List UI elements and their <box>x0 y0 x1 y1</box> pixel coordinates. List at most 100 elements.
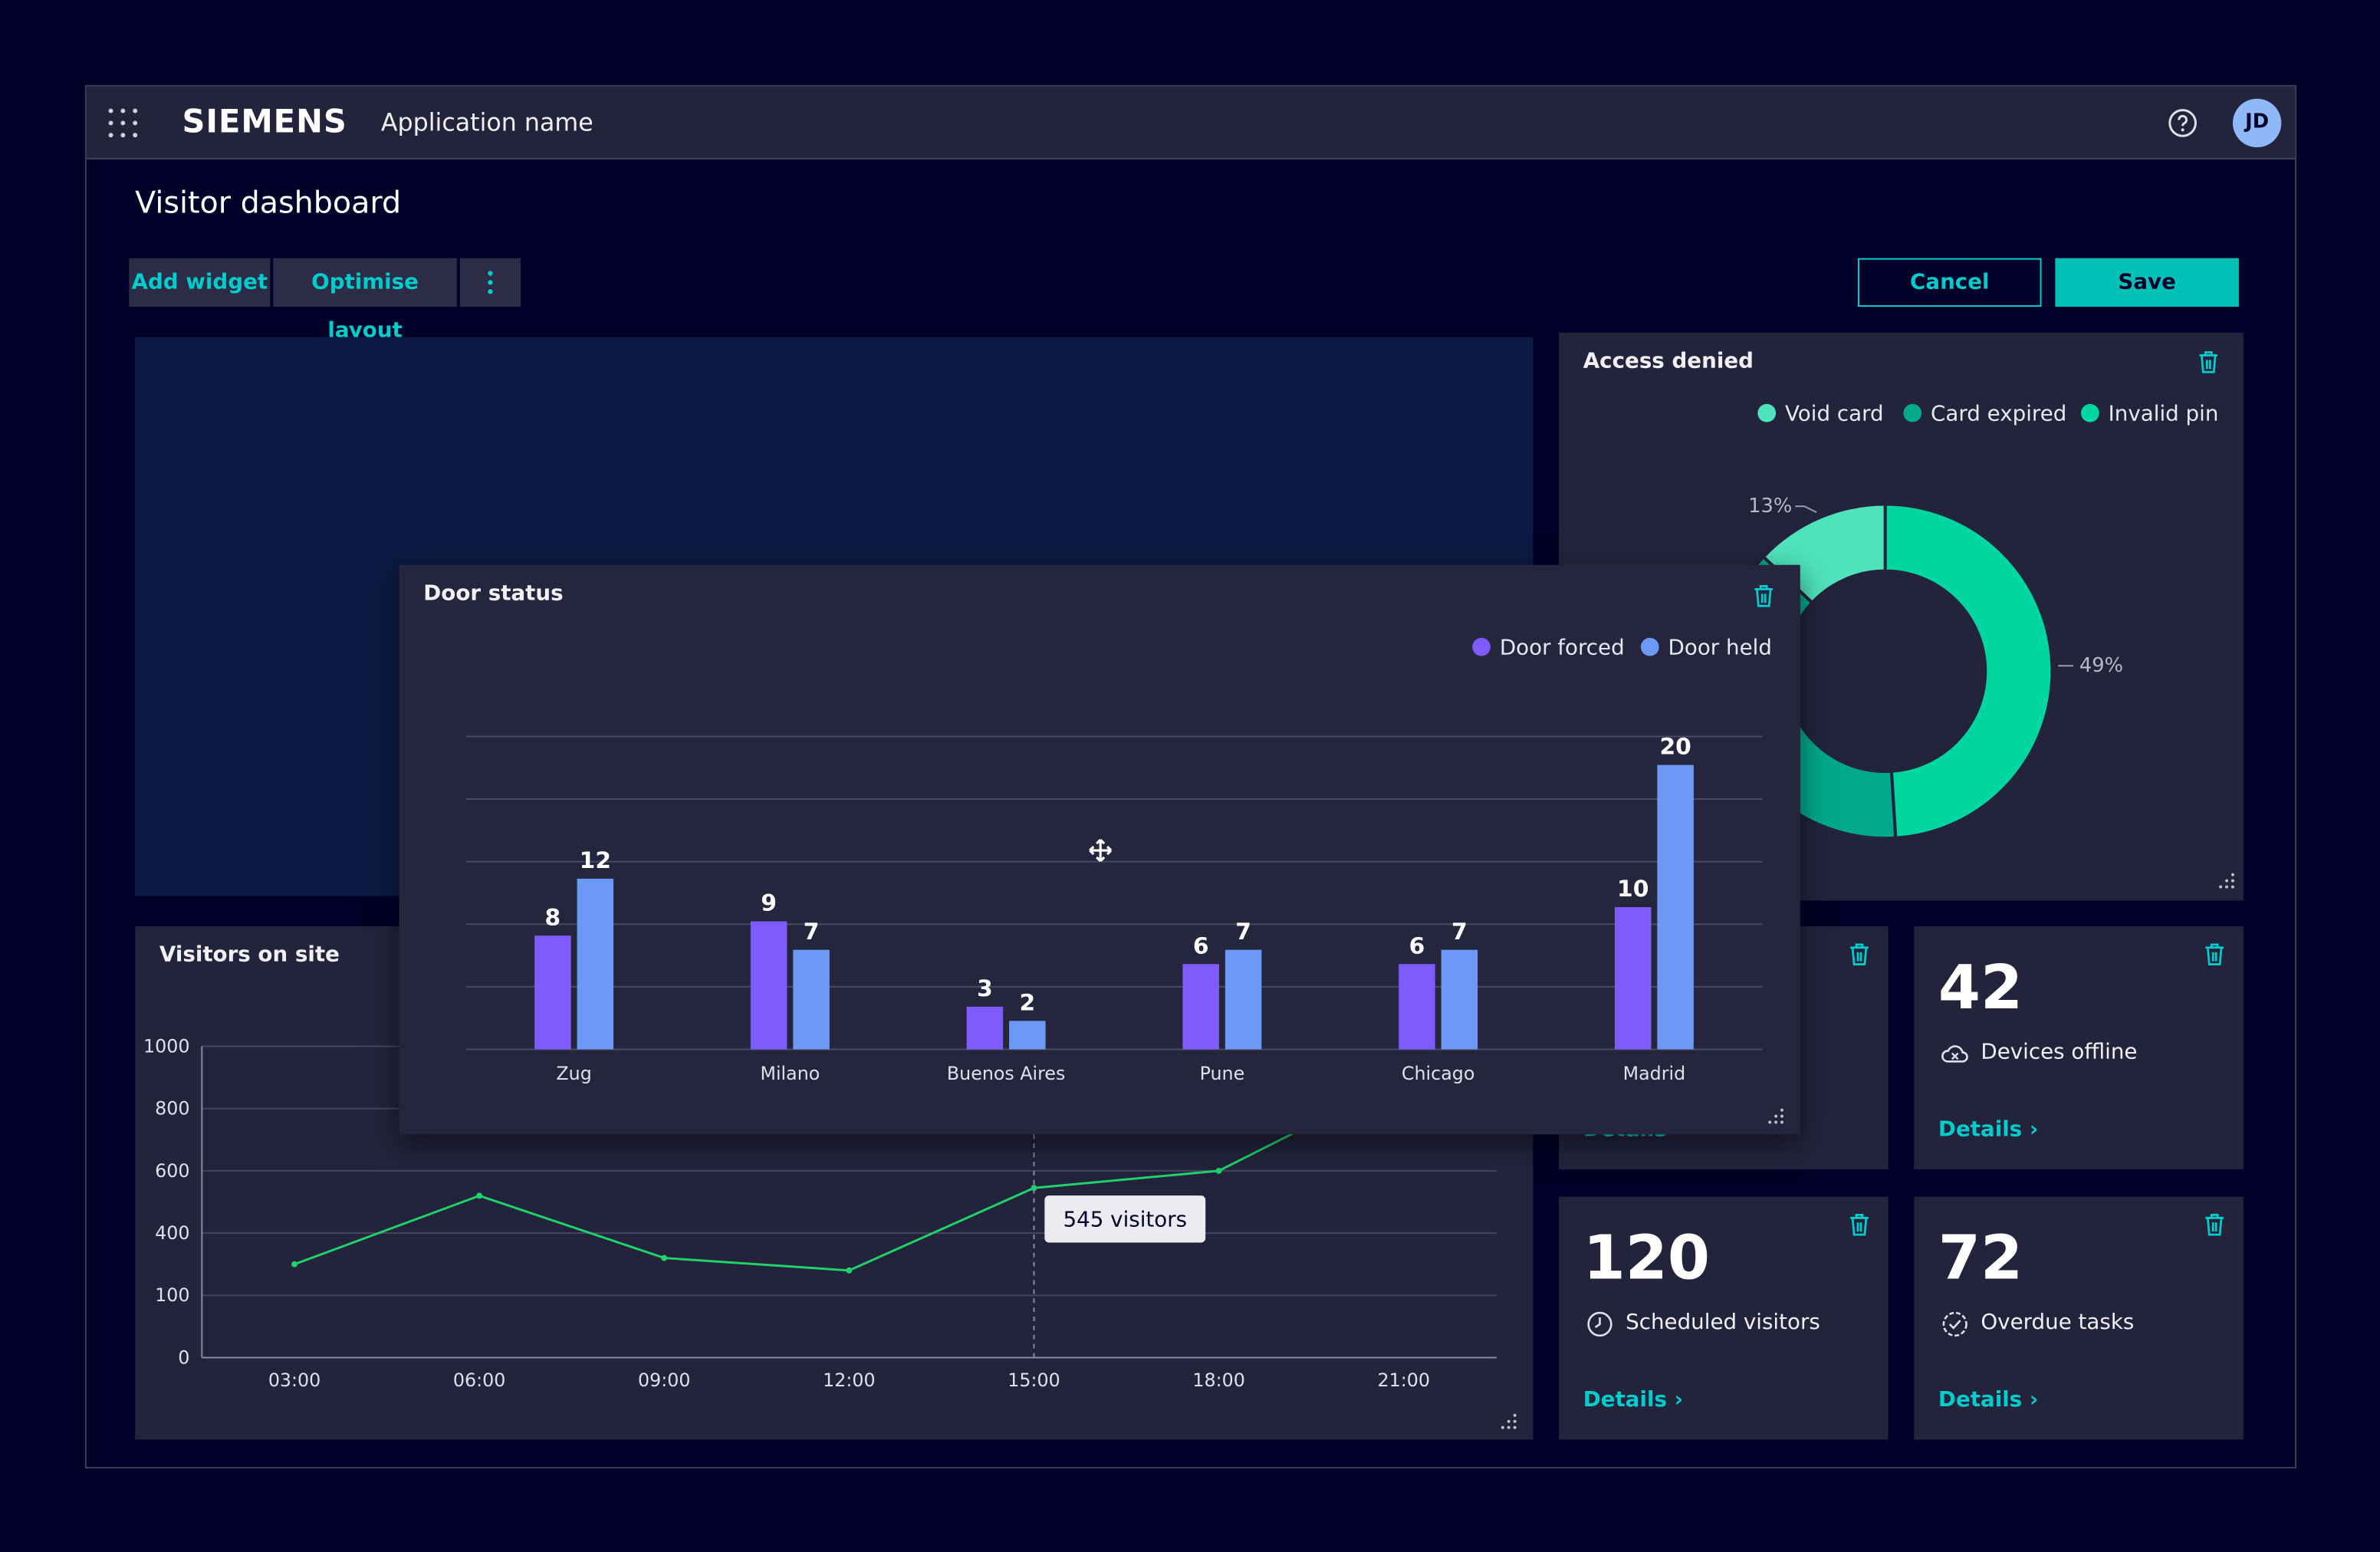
y-tick-label: 1000 <box>143 1035 189 1057</box>
add-widget-button[interactable]: Add widget <box>129 258 271 307</box>
help-icon[interactable] <box>2168 108 2198 139</box>
bar <box>966 1006 1004 1050</box>
legend-label: Door forced <box>1500 635 1625 660</box>
x-tick-label: Milano <box>760 1063 820 1084</box>
delete-button[interactable] <box>2204 942 2225 966</box>
details-text[interactable]: Details <box>1938 1388 2023 1412</box>
data-label: 2 <box>1020 990 1036 1017</box>
details-link[interactable]: Details › <box>1938 1388 2039 1412</box>
more-button[interactable] <box>459 258 521 307</box>
cancel-button[interactable]: Cancel <box>1858 258 2042 307</box>
y-tick-label: 600 <box>155 1160 189 1182</box>
data-label: 12 <box>580 847 611 874</box>
kpi-label: Scheduled visitors <box>1626 1310 1820 1335</box>
kpi-tile: 42 Devices offline Details › <box>1914 926 2244 1169</box>
kpi-label: Overdue tasks <box>1981 1310 2135 1335</box>
resize-handle <box>1513 1413 1517 1417</box>
data-label: 6 <box>1409 932 1425 959</box>
data-label: 10 <box>1617 876 1649 903</box>
resize-handle <box>2225 885 2229 889</box>
save-button[interactable]: Save <box>2055 258 2239 307</box>
line-point <box>846 1267 853 1274</box>
details-link[interactable]: Details › <box>1583 1388 1684 1412</box>
legend-label: Invalid pin <box>2109 401 2219 426</box>
task-icon <box>1942 1311 1967 1337</box>
delete-button[interactable] <box>2204 1212 2225 1236</box>
legend-label: Void card <box>1785 401 1884 426</box>
line-point <box>1215 1167 1222 1174</box>
kpi-value: 42 <box>1938 953 2023 1024</box>
bar <box>1657 764 1694 1050</box>
data-label: 20 <box>1659 734 1691 761</box>
data-label: 7 <box>804 919 820 945</box>
slice-label: 13% <box>1748 495 1792 518</box>
resize-handle <box>1507 1425 1511 1429</box>
delete-button[interactable] <box>1849 1212 1870 1236</box>
kebab-icon <box>488 271 493 294</box>
bar <box>534 935 571 1050</box>
avatar[interactable]: JD <box>2232 98 2282 148</box>
resize-handle <box>1507 1419 1511 1423</box>
resize-handle <box>2219 885 2223 889</box>
kpi-value: 72 <box>1938 1224 2023 1294</box>
details-text[interactable]: Details <box>1938 1117 2023 1143</box>
resize-handle <box>1780 1114 1784 1118</box>
page-title: Visitor dashboard <box>135 183 402 221</box>
details-text[interactable]: Details <box>1583 1388 1667 1412</box>
widget-title: Door status <box>423 581 564 607</box>
data-label: 3 <box>977 975 993 1002</box>
delete-icon <box>2205 943 2224 965</box>
delete-icon <box>1850 943 1869 965</box>
bar <box>577 878 614 1050</box>
label-leader <box>1795 505 1817 514</box>
x-tick-label: 18:00 <box>1192 1370 1244 1391</box>
clock-icon <box>1587 1311 1612 1337</box>
bar <box>750 921 787 1050</box>
door-status-widget[interactable]: Door status Door forced Door held Zug 8 12 Mi… <box>399 564 1800 1135</box>
line-point <box>476 1192 483 1199</box>
resize-handle <box>1780 1108 1784 1112</box>
legend-label: Card expired <box>1931 401 2066 426</box>
data-label: 7 <box>1235 919 1251 945</box>
delete-icon <box>1754 585 1773 607</box>
optimise-layout-button[interactable]: Optimise layout <box>273 258 457 344</box>
resize-handle <box>1774 1114 1778 1118</box>
data-label: 7 <box>1451 919 1468 945</box>
legend-swatch <box>2081 403 2099 423</box>
resize-handle <box>1513 1419 1517 1423</box>
y-tick-label: 400 <box>155 1222 189 1244</box>
x-tick-label: 06:00 <box>453 1370 505 1391</box>
app-frame <box>84 84 2297 1469</box>
data-label: 9 <box>761 890 777 917</box>
bar <box>1399 964 1435 1050</box>
legend-swatch <box>1472 637 1491 656</box>
delete-button[interactable] <box>1849 942 1870 966</box>
x-tick-label: Madrid <box>1623 1063 1686 1084</box>
x-tick-label: Pune <box>1200 1063 1245 1084</box>
x-tick-label: 09:00 <box>638 1370 690 1391</box>
line-point <box>291 1261 298 1268</box>
delete-icon <box>1850 1213 1869 1236</box>
delete-icon <box>2205 1213 2224 1236</box>
line-chart: 0 100 400 600 800 1000 03:00 06:00 09:00 12:00 15:… <box>143 1015 1517 1429</box>
bar <box>1225 949 1262 1050</box>
cloud-icon <box>1941 1045 1968 1063</box>
x-tick-label: 21:00 <box>1378 1370 1430 1391</box>
tooltip <box>1044 1195 1206 1243</box>
app-name: Application name <box>380 107 593 137</box>
resize-handle <box>1513 1425 1517 1429</box>
slice-label: 49% <box>2079 654 2123 677</box>
resize-handle <box>1774 1120 1778 1124</box>
resize-handle <box>1501 1425 1504 1429</box>
kpi-tile: 72 Overdue tasks Details › <box>1914 1196 2244 1440</box>
widget-title: Visitors on site <box>159 942 340 968</box>
legend-swatch <box>1640 637 1659 656</box>
widget-title: Access denied <box>1583 349 1754 374</box>
y-tick-label: 800 <box>155 1098 189 1120</box>
bar <box>1614 907 1652 1050</box>
resize-handle <box>1780 1120 1784 1124</box>
details-link[interactable]: Details › <box>1938 1117 2039 1143</box>
launcher-icon[interactable] <box>108 108 139 139</box>
